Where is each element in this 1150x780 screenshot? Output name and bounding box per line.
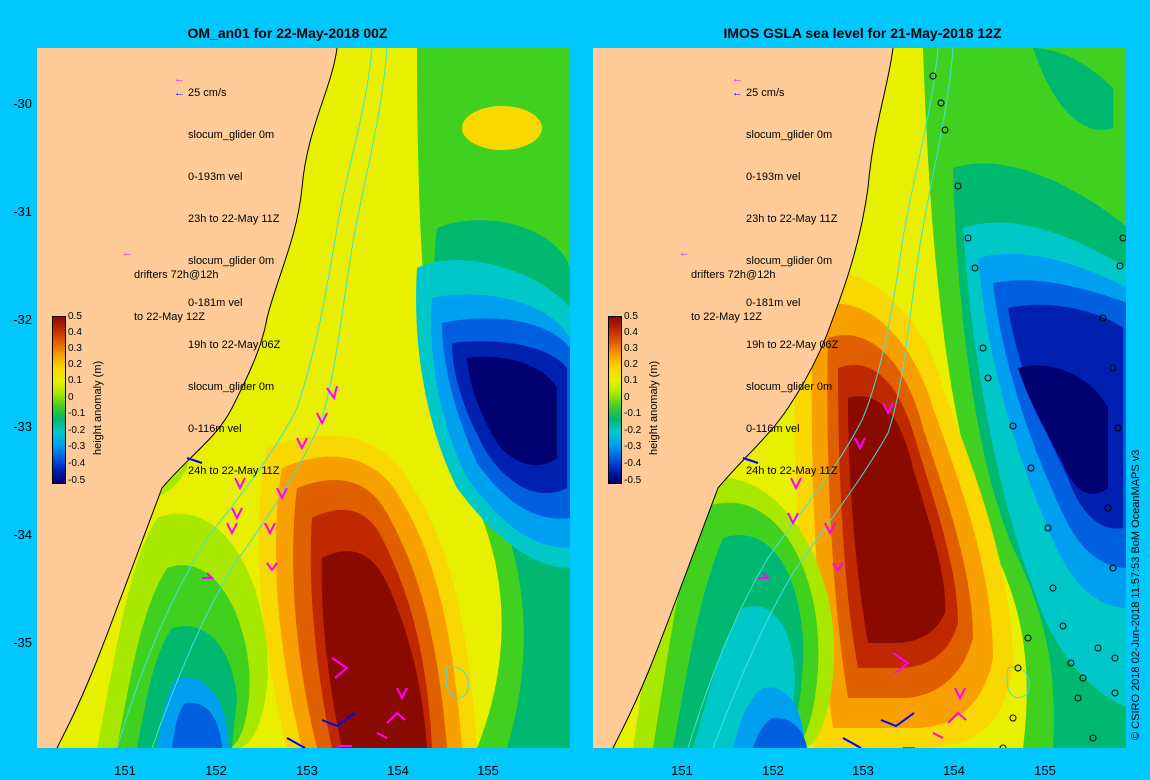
blue-arrow-icon: ← — [174, 87, 185, 99]
colorbar-label: 0.3 — [624, 343, 638, 354]
colorbar-label: 0.3 — [68, 343, 82, 354]
lat-label: -31 — [13, 204, 32, 219]
magenta-arrow-icon: ← — [732, 73, 743, 85]
lon-label: 155 — [1034, 763, 1056, 778]
lat-label: -34 — [13, 527, 32, 542]
colorbar-label: 0 — [624, 392, 630, 403]
left-legend-item: 23h to 22-May 11Z — [188, 213, 280, 225]
left-legend-item: 0-193m vel — [188, 171, 243, 183]
blue-arrow-icon: ← — [732, 87, 743, 99]
lat-label: -30 — [13, 96, 32, 111]
colorbar-label: -0.2 — [624, 425, 642, 436]
right-velocity-legend: 25 cm/s slocum_glider 0m 0-193m vel 23h … — [732, 58, 839, 534]
credit-text: © CSIRO 2018 02-Jun-2018 11:57:53 BoM Oc… — [1130, 449, 1142, 740]
right-drifter-line: drifters 72h@12h — [691, 269, 776, 281]
lon-label: 153 — [296, 763, 318, 778]
left-legend-item: slocum_glider 0m — [188, 381, 275, 393]
left-panel: OM_an01 for 22-May-2018 00Z — [13, 25, 570, 778]
colorbar-label: -0.1 — [624, 408, 642, 419]
colorbar-label: -0.4 — [624, 458, 642, 469]
magenta-arrow-icon: ← — [174, 73, 185, 85]
colorbar-label: -0.5 — [68, 475, 86, 486]
right-legend-item: slocum_glider 0m — [746, 129, 833, 141]
colorbar-label: 0.4 — [68, 327, 82, 338]
right-legend-item: 0-193m vel — [746, 171, 801, 183]
left-panel-title: OM_an01 for 22-May-2018 00Z — [187, 25, 388, 41]
right-panel-title: IMOS GSLA sea level for 21-May-2018 12Z — [723, 25, 1002, 41]
colorbar-label: 0.4 — [624, 327, 638, 338]
drifter-arrow-icon: ← — [122, 247, 133, 259]
colorbar-label: 0.2 — [624, 359, 638, 370]
lon-label: 155 — [477, 763, 499, 778]
lat-label: -35 — [13, 635, 32, 650]
lon-label: 151 — [671, 763, 693, 778]
right-map-svg — [593, 48, 1126, 748]
colorbar-label: 0.1 — [68, 375, 82, 386]
right-colorbar — [608, 316, 622, 484]
lat-label: -33 — [13, 419, 32, 434]
left-velocity-legend: 25 cm/s slocum_glider 0m 0-193m vel 23h … — [174, 58, 281, 534]
lon-label: 154 — [943, 763, 965, 778]
left-legend-item: slocum_glider 0m — [188, 129, 275, 141]
lat-label: -32 — [13, 312, 32, 327]
colorbar-label: 0 — [68, 392, 74, 403]
drifter-arrow-icon: ← — [679, 247, 690, 259]
right-legend-item: 0-181m vel — [746, 297, 801, 309]
colorbar-title: height anomaly (m) — [92, 360, 104, 455]
right-legend-scale: 25 cm/s — [746, 87, 785, 99]
right-panel: IMOS GSLA sea level for 21-May-2018 12Z — [575, 0, 1150, 780]
colorbar-label: -0.1 — [68, 408, 86, 419]
left-drifter-line: to 22-May 12Z — [134, 311, 205, 323]
colorbar-label: -0.4 — [68, 458, 86, 469]
left-legend-scale: 25 cm/s — [188, 87, 227, 99]
colorbar-label: -0.2 — [68, 425, 86, 436]
lon-label: 153 — [852, 763, 874, 778]
right-legend-item: slocum_glider 0m — [746, 381, 833, 393]
left-map — [37, 48, 570, 748]
right-map — [593, 48, 1126, 748]
right-legend-item: 23h to 22-May 11Z — [746, 213, 838, 225]
left-legend-item: slocum_glider 0m — [188, 255, 275, 267]
colorbar-label: -0.5 — [624, 475, 642, 486]
lon-label: 154 — [387, 763, 409, 778]
right-legend-item: slocum_glider 0m — [746, 255, 833, 267]
colorbar-label: -0.3 — [624, 441, 642, 452]
colorbar-title: height anomaly (m) — [648, 360, 660, 455]
right-drifter-legend: drifters 72h@12h to 22-May 12Z ← — [679, 240, 776, 366]
lon-label: 152 — [762, 763, 784, 778]
left-drifter-line: drifters 72h@12h — [134, 269, 219, 281]
left-map-svg — [37, 48, 570, 748]
left-legend-item: 0-116m vel — [188, 423, 242, 435]
lon-label: 151 — [114, 763, 136, 778]
colorbar-label: 0.5 — [624, 311, 638, 322]
left-legend-item: 19h to 22-May 06Z — [188, 339, 281, 351]
right-legend-item: 0-116m vel — [746, 423, 800, 435]
left-legend-item: 24h to 22-May 11Z — [188, 465, 280, 477]
left-drifter-legend: drifters 72h@12h to 22-May 12Z ← — [122, 240, 219, 366]
left-legend-item: 0-181m vel — [188, 297, 243, 309]
colorbar-label: 0.5 — [68, 311, 82, 322]
lon-label: 152 — [205, 763, 227, 778]
colorbar-label: 0.1 — [624, 375, 638, 386]
colorbar-label: 0.2 — [68, 359, 82, 370]
colorbar-label: -0.3 — [68, 441, 86, 452]
right-legend-item: 24h to 22-May 11Z — [746, 465, 838, 477]
right-drifter-line: to 22-May 12Z — [691, 311, 762, 323]
right-legend-item: 19h to 22-May 06Z — [746, 339, 839, 351]
left-colorbar — [52, 316, 66, 484]
